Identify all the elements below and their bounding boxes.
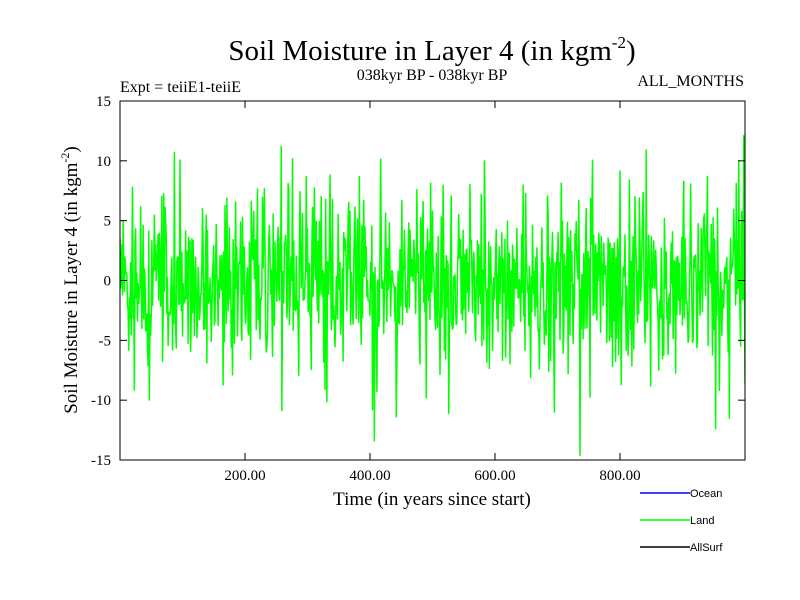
legend-label-land: Land	[690, 515, 714, 527]
period-label: 038kyr BP - 038kyr BP	[357, 67, 508, 84]
x-tick-label: 400.00	[349, 468, 390, 484]
x-tick-label: 800.00	[599, 468, 640, 484]
x-tick-label: 600.00	[474, 468, 515, 484]
series-layer	[120, 134, 745, 456]
series-line-land	[120, 134, 745, 456]
months-label: ALL_MONTHS	[637, 73, 744, 90]
experiment-label: Expt = teiiE1-teiiE	[120, 79, 241, 96]
legend-label-allsurf: AllSurf	[690, 542, 723, 554]
y-tick-label: -5	[99, 333, 112, 349]
y-axis-label-main: Soil Moisture in Layer 4 (in kgm	[61, 162, 82, 413]
y-tick-label: 5	[104, 214, 112, 230]
y-axis-label-close: )	[61, 146, 82, 152]
legend-label-ocean: Ocean	[690, 488, 722, 500]
y-tick-label: 15	[96, 94, 111, 110]
chart-title-superscript: -2	[612, 33, 626, 52]
x-axis-label: Time (in years since start)	[333, 489, 531, 510]
x-axis: 200.00 400.00 600.00 800.00	[224, 101, 641, 484]
y-tick-label: 0	[104, 274, 112, 290]
chart-title: Soil Moisture in Layer 4 (in kgm-2)	[228, 33, 635, 67]
y-tick-label: 10	[96, 154, 111, 170]
y-axis-label-superscript: -2	[58, 153, 72, 163]
legend: Ocean Land AllSurf	[640, 488, 723, 554]
y-axis-label: Soil Moisture in Layer 4 (in kgm-2)	[58, 146, 82, 414]
y-axis: 15 10 5 0 -5 -10 -15	[91, 94, 745, 469]
y-tick-label: -15	[91, 453, 111, 469]
y-tick-label: -10	[91, 393, 111, 409]
chart-title-main: Soil Moisture in Layer 4 (in kgm	[228, 35, 612, 67]
x-tick-label: 200.00	[224, 468, 265, 484]
chart-title-close: )	[626, 35, 636, 67]
